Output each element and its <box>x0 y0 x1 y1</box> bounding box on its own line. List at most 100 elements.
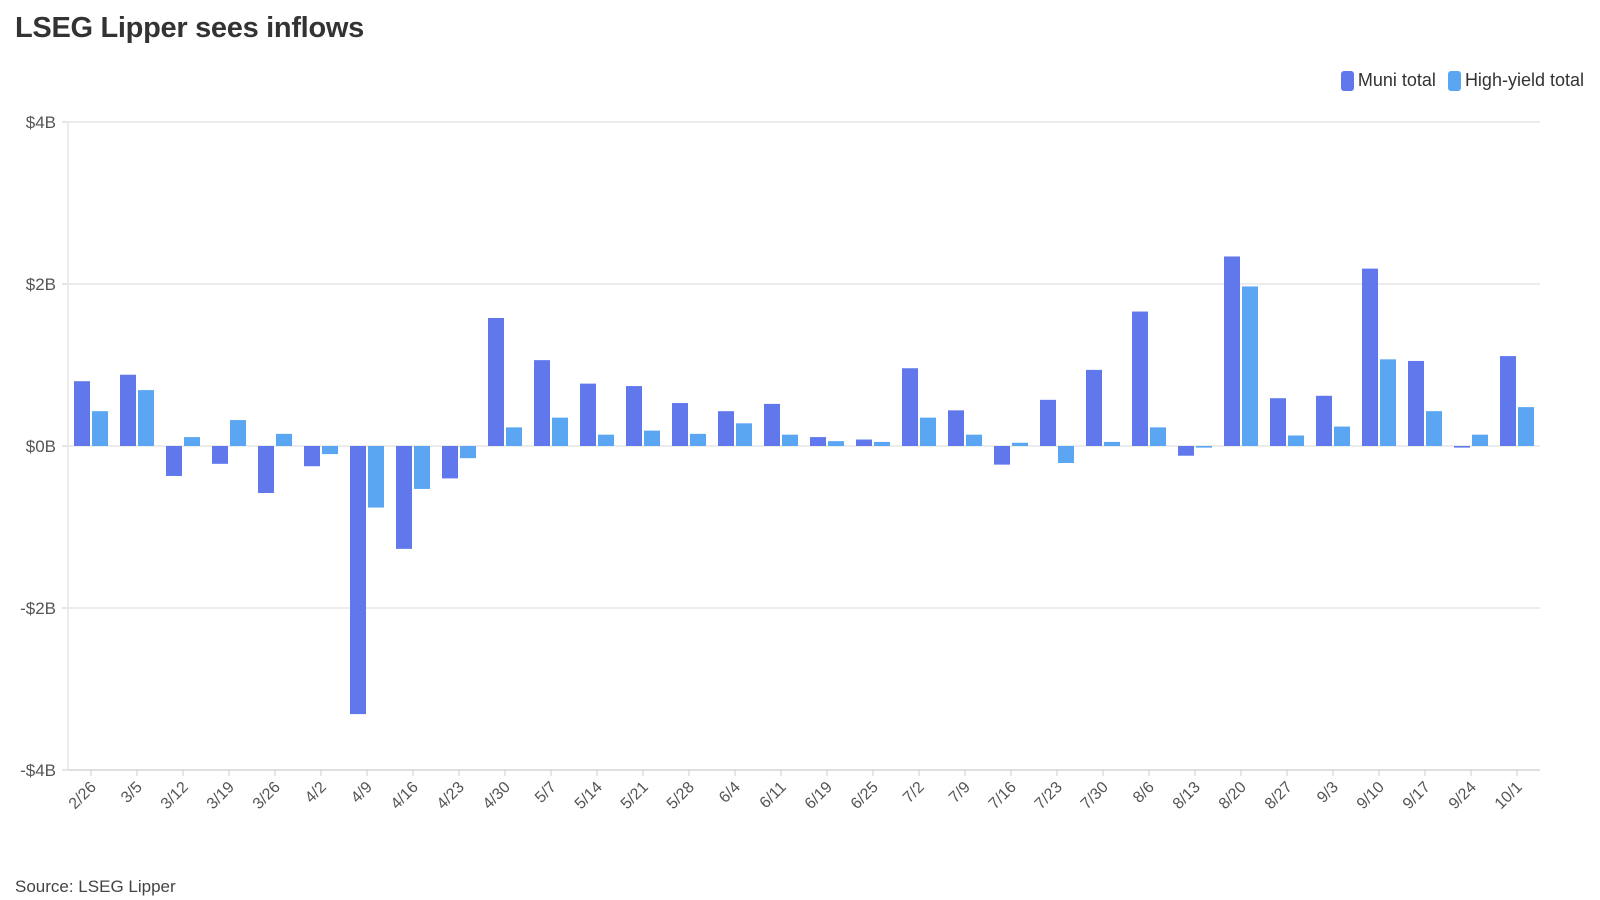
bar-muni-7-16 <box>994 446 1010 465</box>
x-tick-label: 8/6 <box>1130 779 1158 807</box>
bar-high-yield-9-3 <box>1334 426 1350 446</box>
bar-high-yield-8-13 <box>1196 446 1212 448</box>
bar-muni-10-1 <box>1500 356 1516 446</box>
legend-item-muni[interactable]: Muni total <box>1340 70 1436 91</box>
chart-title: LSEG Lipper sees inflows <box>15 12 364 44</box>
bar-muni-3-5 <box>120 374 136 446</box>
x-tick-label: 7/23 <box>1032 779 1066 813</box>
x-tick-label: 3/12 <box>158 779 192 813</box>
x-tick-label: 5/28 <box>664 779 698 813</box>
bar-high-yield-5-7 <box>552 417 568 446</box>
bar-muni-4-2 <box>304 446 320 467</box>
bar-high-yield-3-5 <box>138 390 154 446</box>
x-tick-label: 3/26 <box>250 779 284 813</box>
legend-swatch-high-yield <box>1447 70 1461 91</box>
bar-high-yield-3-26 <box>276 433 292 446</box>
x-tick-label: 9/10 <box>1354 779 1388 813</box>
y-tick-label: $2B <box>26 275 56 294</box>
legend-label-muni: Muni total <box>1357 70 1436 90</box>
x-tick-label: 7/2 <box>900 779 928 807</box>
bar-high-yield-4-16 <box>414 446 430 489</box>
bar-high-yield-4-23 <box>460 446 476 459</box>
x-tick-label: 2/26 <box>66 779 100 813</box>
bar-muni-4-23 <box>442 446 458 479</box>
x-tick-label: 7/9 <box>946 779 974 807</box>
x-tick-label: 4/2 <box>302 779 330 807</box>
bar-muni-3-26 <box>258 446 274 493</box>
bar-muni-9-24 <box>1454 446 1470 448</box>
bar-muni-8-20 <box>1224 256 1240 446</box>
x-tick-label: 8/27 <box>1262 779 1296 813</box>
bar-high-yield-4-2 <box>322 446 338 455</box>
bar-muni-9-17 <box>1408 360 1424 446</box>
bar-muni-6-4 <box>718 411 734 446</box>
bar-high-yield-3-12 <box>184 437 200 446</box>
bar-muni-2-26 <box>74 381 90 446</box>
legend: Muni total High-yield total <box>1340 70 1584 91</box>
bar-high-yield-6-11 <box>782 434 798 446</box>
x-tick-label: 6/11 <box>757 779 790 812</box>
bar-high-yield-8-6 <box>1150 427 1166 446</box>
x-tick-label: 9/3 <box>1314 779 1342 807</box>
bar-muni-8-6 <box>1132 311 1148 446</box>
bar-high-yield-9-17 <box>1426 411 1442 446</box>
x-tick-label: 4/9 <box>348 779 376 807</box>
bar-muni-6-19 <box>810 437 826 446</box>
bar-muni-8-27 <box>1270 398 1286 446</box>
bar-high-yield-8-27 <box>1288 435 1304 446</box>
bar-high-yield-8-20 <box>1242 286 1258 446</box>
bar-muni-4-9 <box>350 446 366 715</box>
bar-muni-9-10 <box>1362 268 1378 446</box>
y-tick-label: -$2B <box>20 599 56 618</box>
bar-muni-5-14 <box>580 383 596 446</box>
x-tick-label: 9/24 <box>1446 779 1480 813</box>
x-tick-label: 3/19 <box>204 779 238 813</box>
bar-muni-7-9 <box>948 410 964 446</box>
bar-muni-7-30 <box>1086 369 1102 446</box>
bar-muni-4-16 <box>396 446 412 549</box>
bar-high-yield-6-4 <box>736 423 752 446</box>
bar-muni-9-3 <box>1316 395 1332 446</box>
bar-high-yield-9-10 <box>1380 359 1396 446</box>
bar-high-yield-7-30 <box>1104 441 1120 446</box>
x-tick-label: 7/30 <box>1078 779 1112 813</box>
x-tick-label: 6/19 <box>802 779 836 813</box>
bar-high-yield-6-25 <box>874 441 890 446</box>
bar-muni-3-12 <box>166 446 182 476</box>
bar-muni-4-30 <box>488 318 504 446</box>
bar-high-yield-10-1 <box>1518 407 1534 446</box>
bar-muni-5-28 <box>672 403 688 446</box>
legend-label-high-yield: High-yield total <box>1464 70 1584 90</box>
bar-high-yield-4-9 <box>368 446 384 508</box>
bar-muni-5-21 <box>626 386 642 446</box>
x-tick-label: 5/14 <box>572 779 606 813</box>
bar-high-yield-7-16 <box>1012 442 1028 446</box>
x-tick-label: 4/23 <box>434 779 468 813</box>
y-tick-label: $0B <box>26 437 56 456</box>
x-tick-label: 6/25 <box>848 779 882 813</box>
bar-high-yield-7-9 <box>966 434 982 446</box>
bar-high-yield-7-23 <box>1058 446 1074 464</box>
bar-high-yield-7-2 <box>920 417 936 446</box>
legend-swatch-muni <box>1340 70 1354 91</box>
bar-muni-5-7 <box>534 360 550 446</box>
bar-muni-6-11 <box>764 403 780 446</box>
bar-muni-7-23 <box>1040 399 1056 446</box>
bar-high-yield-5-14 <box>598 434 614 446</box>
x-tick-label: 4/16 <box>388 779 422 813</box>
x-tick-label: 9/17 <box>1400 779 1434 813</box>
bar-muni-3-19 <box>212 446 228 464</box>
bar-high-yield-4-30 <box>506 427 522 446</box>
x-tick-label: 5/21 <box>618 779 652 813</box>
legend-item-high-yield[interactable]: High-yield total <box>1447 70 1584 91</box>
bar-high-yield-6-19 <box>828 441 844 446</box>
bar-high-yield-9-24 <box>1472 434 1488 446</box>
bar-muni-7-2 <box>902 368 918 446</box>
x-tick-label: 7/16 <box>986 779 1020 813</box>
x-tick-label: 8/20 <box>1216 779 1250 813</box>
source-note: Source: LSEG Lipper <box>15 877 176 896</box>
x-tick-label: 10/1 <box>1492 779 1526 813</box>
x-tick-label: 3/5 <box>118 779 146 807</box>
bar-high-yield-5-28 <box>690 433 706 446</box>
